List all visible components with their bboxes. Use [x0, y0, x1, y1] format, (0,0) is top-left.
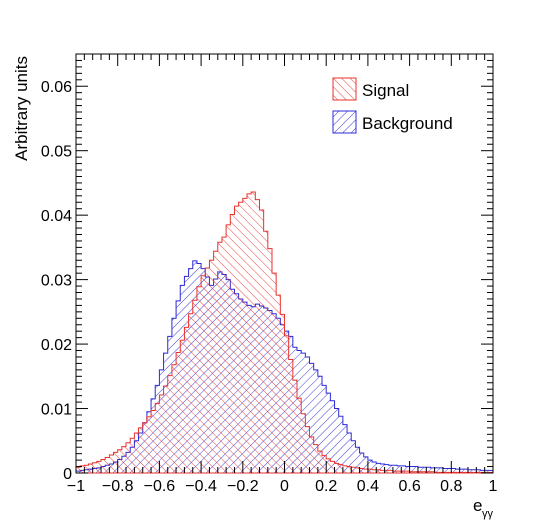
y-tick-label: 0.05 — [41, 144, 72, 161]
legend-entry-signal: Signal — [332, 77, 409, 101]
x-tick-label: −1 — [67, 478, 85, 495]
x-tick-label: −0.6 — [144, 478, 176, 495]
y-tick-label: 0 — [63, 466, 72, 483]
x-axis-label-subscript: γγ — [482, 508, 494, 520]
y-tick-label: 0.04 — [41, 208, 72, 225]
y-tick-label: 0.02 — [41, 337, 72, 354]
x-tick-labels: −1 −0.8 −0.6 −0.4 −0.2 0 0.2 0.4 0.6 0.8 1 — [67, 478, 498, 495]
legend-label-signal: Signal — [362, 81, 409, 100]
legend: Signal Background — [332, 77, 453, 134]
axis-ticks — [75, 53, 494, 474]
legend-swatch-background — [332, 110, 357, 134]
x-tick-label: 0 — [280, 478, 289, 495]
x-tick-label: −0.2 — [227, 478, 259, 495]
x-tick-label: 0.8 — [440, 478, 462, 495]
legend-entry-background: Background — [332, 110, 453, 134]
legend-label-background: Background — [362, 114, 453, 133]
x-tick-label: 0.6 — [398, 478, 420, 495]
x-axis-label: e γγ — [473, 496, 494, 520]
signal-histogram-outline — [75, 191, 494, 474]
x-tick-label: 0.2 — [315, 478, 337, 495]
y-tick-labels: 0 0.01 0.02 0.03 0.04 0.05 0.06 — [41, 79, 72, 483]
x-axis-label-main: e — [473, 496, 482, 515]
x-tick-label: 0.4 — [357, 478, 379, 495]
y-tick-label: 0.06 — [41, 79, 72, 96]
series-layer — [75, 191, 494, 474]
legend-swatch-signal — [332, 77, 357, 101]
y-tick-label: 0.01 — [41, 402, 72, 419]
y-axis-label: Arbitrary units — [12, 56, 31, 161]
x-tick-label: −0.4 — [185, 478, 217, 495]
y-tick-label: 0.03 — [41, 273, 72, 290]
x-tick-label: −0.8 — [102, 478, 134, 495]
x-tick-label: 1 — [489, 478, 498, 495]
